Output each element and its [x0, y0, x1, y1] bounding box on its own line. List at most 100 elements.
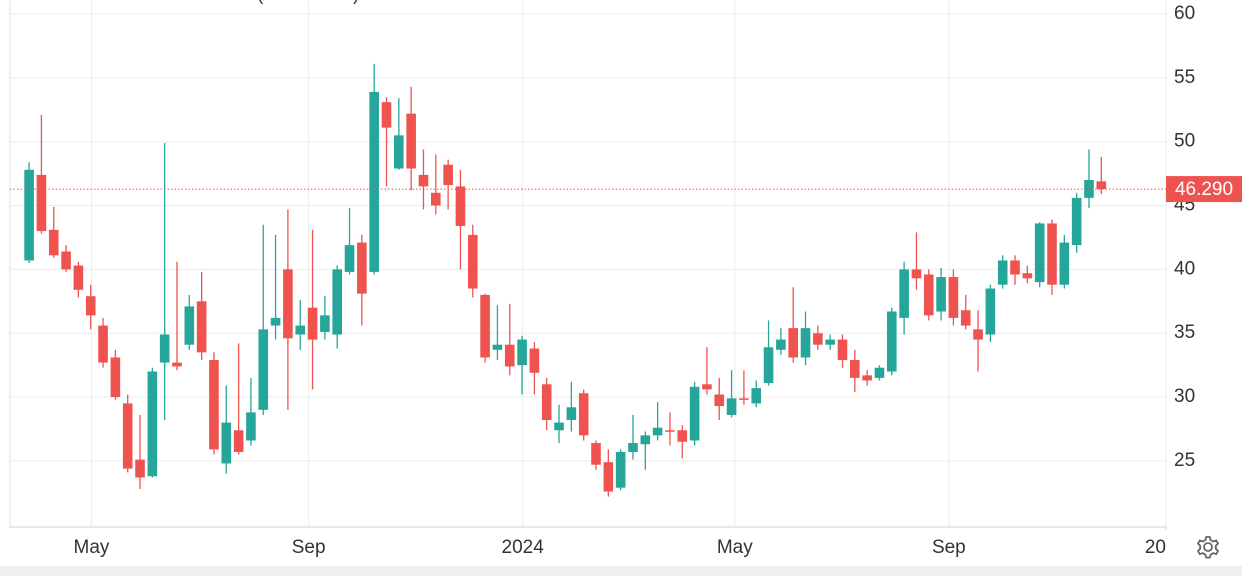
- candle-body: [196, 301, 207, 353]
- candle-body: [1071, 197, 1082, 246]
- candle-body: [406, 113, 416, 169]
- ohlc-value: 45.920: [560, 0, 618, 5]
- candle-body: [307, 307, 318, 340]
- candle-body: [751, 388, 762, 404]
- candle-body: [1059, 242, 1070, 285]
- candle-body: [48, 229, 59, 256]
- candle-body: [332, 269, 343, 335]
- candle-body: [652, 427, 663, 436]
- candle-body: [837, 339, 848, 361]
- candle-body: [320, 315, 330, 332]
- candle-body: [899, 269, 909, 318]
- candle-body: [381, 102, 392, 128]
- candle-body: [36, 174, 47, 232]
- candle-body: [960, 310, 971, 326]
- candle-body: [541, 384, 552, 421]
- candle-body: [578, 393, 589, 436]
- candle-body: [122, 403, 133, 469]
- ohlc-key: H: [457, 0, 471, 5]
- candle-body: [517, 339, 527, 366]
- candle-body: [110, 357, 121, 398]
- candle-body: [800, 328, 811, 358]
- candle-body: [726, 398, 737, 415]
- candle-body: [443, 164, 453, 186]
- candle-body: [1096, 181, 1107, 190]
- candle-body: [911, 269, 922, 279]
- candle-body: [258, 329, 269, 410]
- candle-body: [369, 91, 379, 272]
- candle-body: [480, 294, 490, 358]
- candle-body: [874, 367, 885, 378]
- candle-body: [246, 412, 256, 441]
- candle-body: [172, 362, 182, 367]
- candle-body: [739, 398, 749, 400]
- candle-body: [714, 394, 725, 406]
- x-tick-label: Sep: [292, 537, 326, 558]
- x-tick-label: 2025: [1145, 537, 1187, 558]
- candle-body: [394, 135, 404, 169]
- candle-body: [492, 344, 503, 350]
- candle-body: [1034, 223, 1045, 283]
- last-price-label: 46.290: [1175, 179, 1233, 200]
- candle-body: [788, 328, 798, 358]
- candle-body: [209, 360, 219, 450]
- candle-body: [825, 339, 835, 345]
- candle-body: [702, 384, 712, 390]
- ohlc-value: 46.390: [476, 0, 534, 5]
- candle-body: [640, 435, 651, 445]
- candle-body: [566, 407, 577, 421]
- candle-body: [357, 242, 367, 294]
- candle-body: [948, 277, 959, 318]
- x-tick-label: May: [74, 537, 110, 558]
- candle-body: [554, 422, 564, 431]
- ohlc-key: L: [544, 0, 555, 5]
- candle-body: [862, 375, 872, 381]
- candle-body: [233, 430, 244, 452]
- candle-body: [295, 325, 306, 335]
- candle-body: [85, 296, 96, 316]
- candle-body: [615, 451, 626, 488]
- x-tick-label: Sep: [932, 537, 966, 558]
- candle-body: [677, 430, 688, 442]
- y-tick-label: 35: [1174, 322, 1195, 343]
- candle-body: [1047, 223, 1057, 285]
- candle-body: [973, 329, 983, 340]
- candle-body: [504, 344, 515, 367]
- candle-body: [628, 443, 638, 452]
- candle-body: [997, 260, 1008, 285]
- x-tick-label: May: [717, 537, 753, 558]
- settings-button[interactable]: [1196, 536, 1220, 559]
- candle-body: [591, 443, 601, 465]
- y-tick-label: 50: [1174, 131, 1195, 152]
- ohlc-key: C: [628, 0, 642, 5]
- candle-body: [850, 360, 860, 378]
- candle-body: [529, 348, 540, 373]
- y-tick-label: 25: [1174, 450, 1195, 471]
- candle-body: [1010, 260, 1020, 275]
- candle-body: [135, 459, 145, 478]
- candle-body: [467, 234, 478, 289]
- candle-body: [1022, 273, 1033, 279]
- candle-body: [147, 371, 158, 477]
- y-tick-label: 30: [1174, 386, 1195, 407]
- candle-body: [159, 334, 170, 363]
- candle-body: [985, 288, 996, 335]
- candle-body: [776, 339, 786, 350]
- x-tick-label: 2024: [502, 537, 545, 558]
- candle-body: [221, 422, 232, 464]
- y-tick-label: 60: [1174, 3, 1195, 24]
- bottom-strip: [0, 566, 1242, 576]
- candle-body: [455, 186, 466, 226]
- candle-body: [61, 251, 71, 270]
- y-tick-label: 40: [1174, 258, 1195, 279]
- candle-body: [763, 347, 774, 384]
- candle-body: [283, 269, 293, 339]
- candle-body: [24, 169, 34, 261]
- candle-body: [430, 192, 441, 206]
- candle-body: [886, 311, 897, 372]
- candle-body: [689, 386, 700, 441]
- candle-body: [665, 430, 675, 432]
- gear-outline: [1196, 536, 1220, 559]
- ohlc-value: 46.290: [647, 0, 705, 5]
- candle-body: [344, 245, 355, 272]
